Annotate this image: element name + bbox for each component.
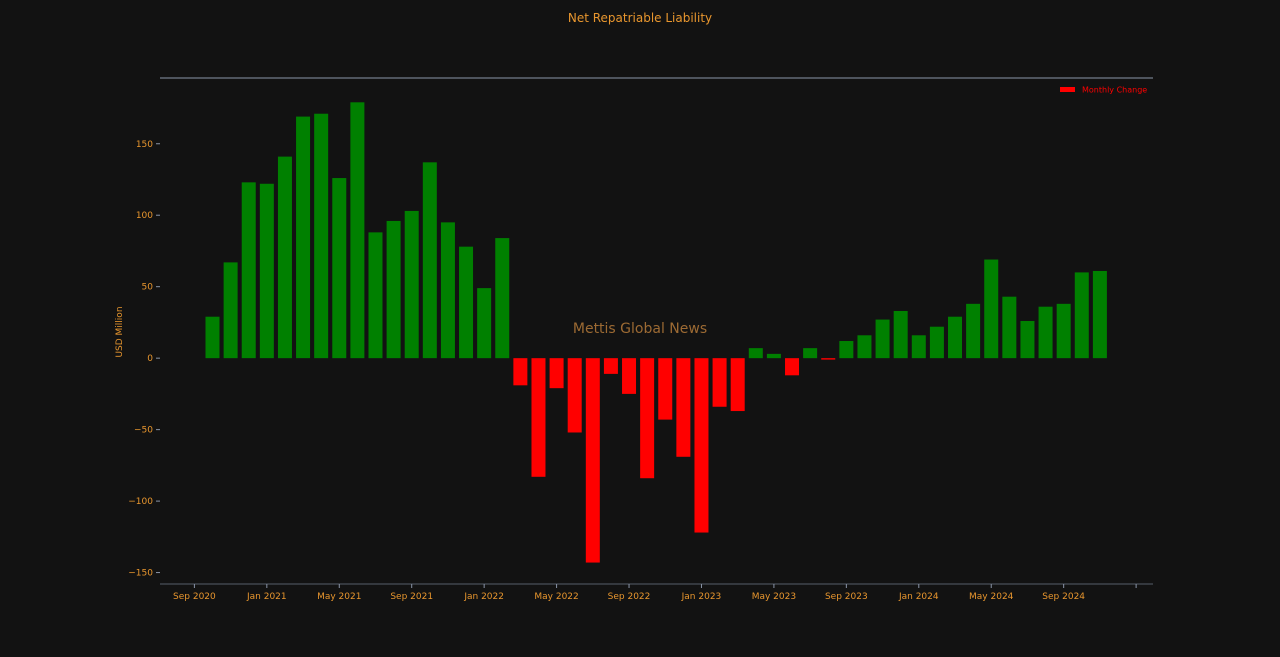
y-tick-label: 150 xyxy=(136,140,153,150)
bar xyxy=(984,259,999,359)
bar xyxy=(296,116,311,359)
bar xyxy=(585,358,600,563)
bar xyxy=(948,316,963,359)
x-tick-label: Jan 2023 xyxy=(681,592,722,602)
bar xyxy=(839,341,854,359)
legend: Monthly Change xyxy=(1060,86,1147,95)
bar xyxy=(694,358,709,533)
chart-title: Net Repatriable Liability xyxy=(568,11,712,25)
legend-swatch xyxy=(1060,87,1075,92)
y-axis-label: USD Million xyxy=(115,306,125,357)
x-tick-label: May 2023 xyxy=(752,592,796,602)
bar xyxy=(640,358,655,479)
bar xyxy=(603,358,618,374)
x-tick-label: Sep 2021 xyxy=(390,592,433,602)
bar xyxy=(368,232,383,359)
bar xyxy=(803,348,818,359)
y-axis: −150 −100 −50 0 50 100 150 xyxy=(128,140,160,579)
y-tick-label: −150 xyxy=(128,569,153,579)
bar xyxy=(223,262,238,359)
x-tick-label: Jan 2024 xyxy=(898,592,939,602)
legend-label: Monthly Change xyxy=(1082,86,1147,95)
bar xyxy=(531,358,546,477)
x-tick-label: Sep 2020 xyxy=(173,592,216,602)
bar xyxy=(332,178,347,359)
bar xyxy=(205,316,220,359)
y-tick-label: −100 xyxy=(128,497,153,507)
x-tick-label: Jan 2021 xyxy=(246,592,287,602)
bar xyxy=(875,319,890,359)
bar xyxy=(241,182,256,359)
bar xyxy=(1092,270,1107,359)
bar xyxy=(712,358,727,407)
x-tick-label: Sep 2022 xyxy=(608,592,651,602)
y-tick-label: 0 xyxy=(147,354,153,364)
x-tick-label: May 2022 xyxy=(534,592,578,602)
bar xyxy=(748,348,763,359)
bar xyxy=(1056,303,1071,359)
bar xyxy=(386,220,401,359)
bar xyxy=(422,162,437,359)
bar xyxy=(766,353,781,359)
bar xyxy=(477,288,492,359)
bar xyxy=(495,238,510,359)
bar xyxy=(513,358,528,386)
x-tick-label: May 2021 xyxy=(317,592,361,602)
bar xyxy=(658,358,673,420)
bar xyxy=(440,222,455,359)
bar xyxy=(966,303,981,359)
x-tick-label: Jan 2022 xyxy=(463,592,504,602)
bar xyxy=(314,113,329,359)
bar xyxy=(459,246,474,359)
x-tick-label: Sep 2024 xyxy=(1042,592,1085,602)
bar xyxy=(929,326,944,359)
x-axis: Sep 2020 Jan 2021 May 2021 Sep 2021 Jan 2022… xyxy=(173,584,1137,602)
bar xyxy=(622,358,637,394)
bar xyxy=(277,156,292,359)
bar xyxy=(567,358,582,433)
y-tick-label: 100 xyxy=(136,211,153,221)
watermark: Mettis Global News xyxy=(573,321,707,337)
bar xyxy=(350,102,365,359)
bar xyxy=(857,335,872,359)
bar xyxy=(549,358,564,389)
y-tick-label: 50 xyxy=(142,283,154,293)
bar xyxy=(821,358,836,360)
x-tick-label: Sep 2023 xyxy=(825,592,868,602)
bar xyxy=(404,210,419,359)
bar xyxy=(785,358,800,376)
bar xyxy=(911,335,926,359)
bar xyxy=(676,358,691,457)
bars-group xyxy=(205,102,1107,563)
bar xyxy=(1020,320,1035,359)
bar xyxy=(893,310,908,359)
bar xyxy=(1038,306,1053,359)
x-tick-label: May 2024 xyxy=(969,592,1014,602)
bar xyxy=(1074,272,1089,359)
bar xyxy=(1002,296,1017,359)
bar xyxy=(730,358,745,412)
y-tick-label: −50 xyxy=(134,426,153,436)
bar xyxy=(259,183,274,359)
